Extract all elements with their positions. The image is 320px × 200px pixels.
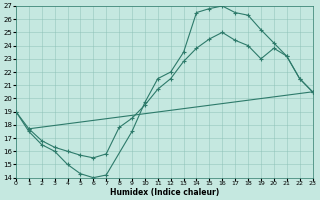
X-axis label: Humidex (Indice chaleur): Humidex (Indice chaleur)	[110, 188, 219, 197]
